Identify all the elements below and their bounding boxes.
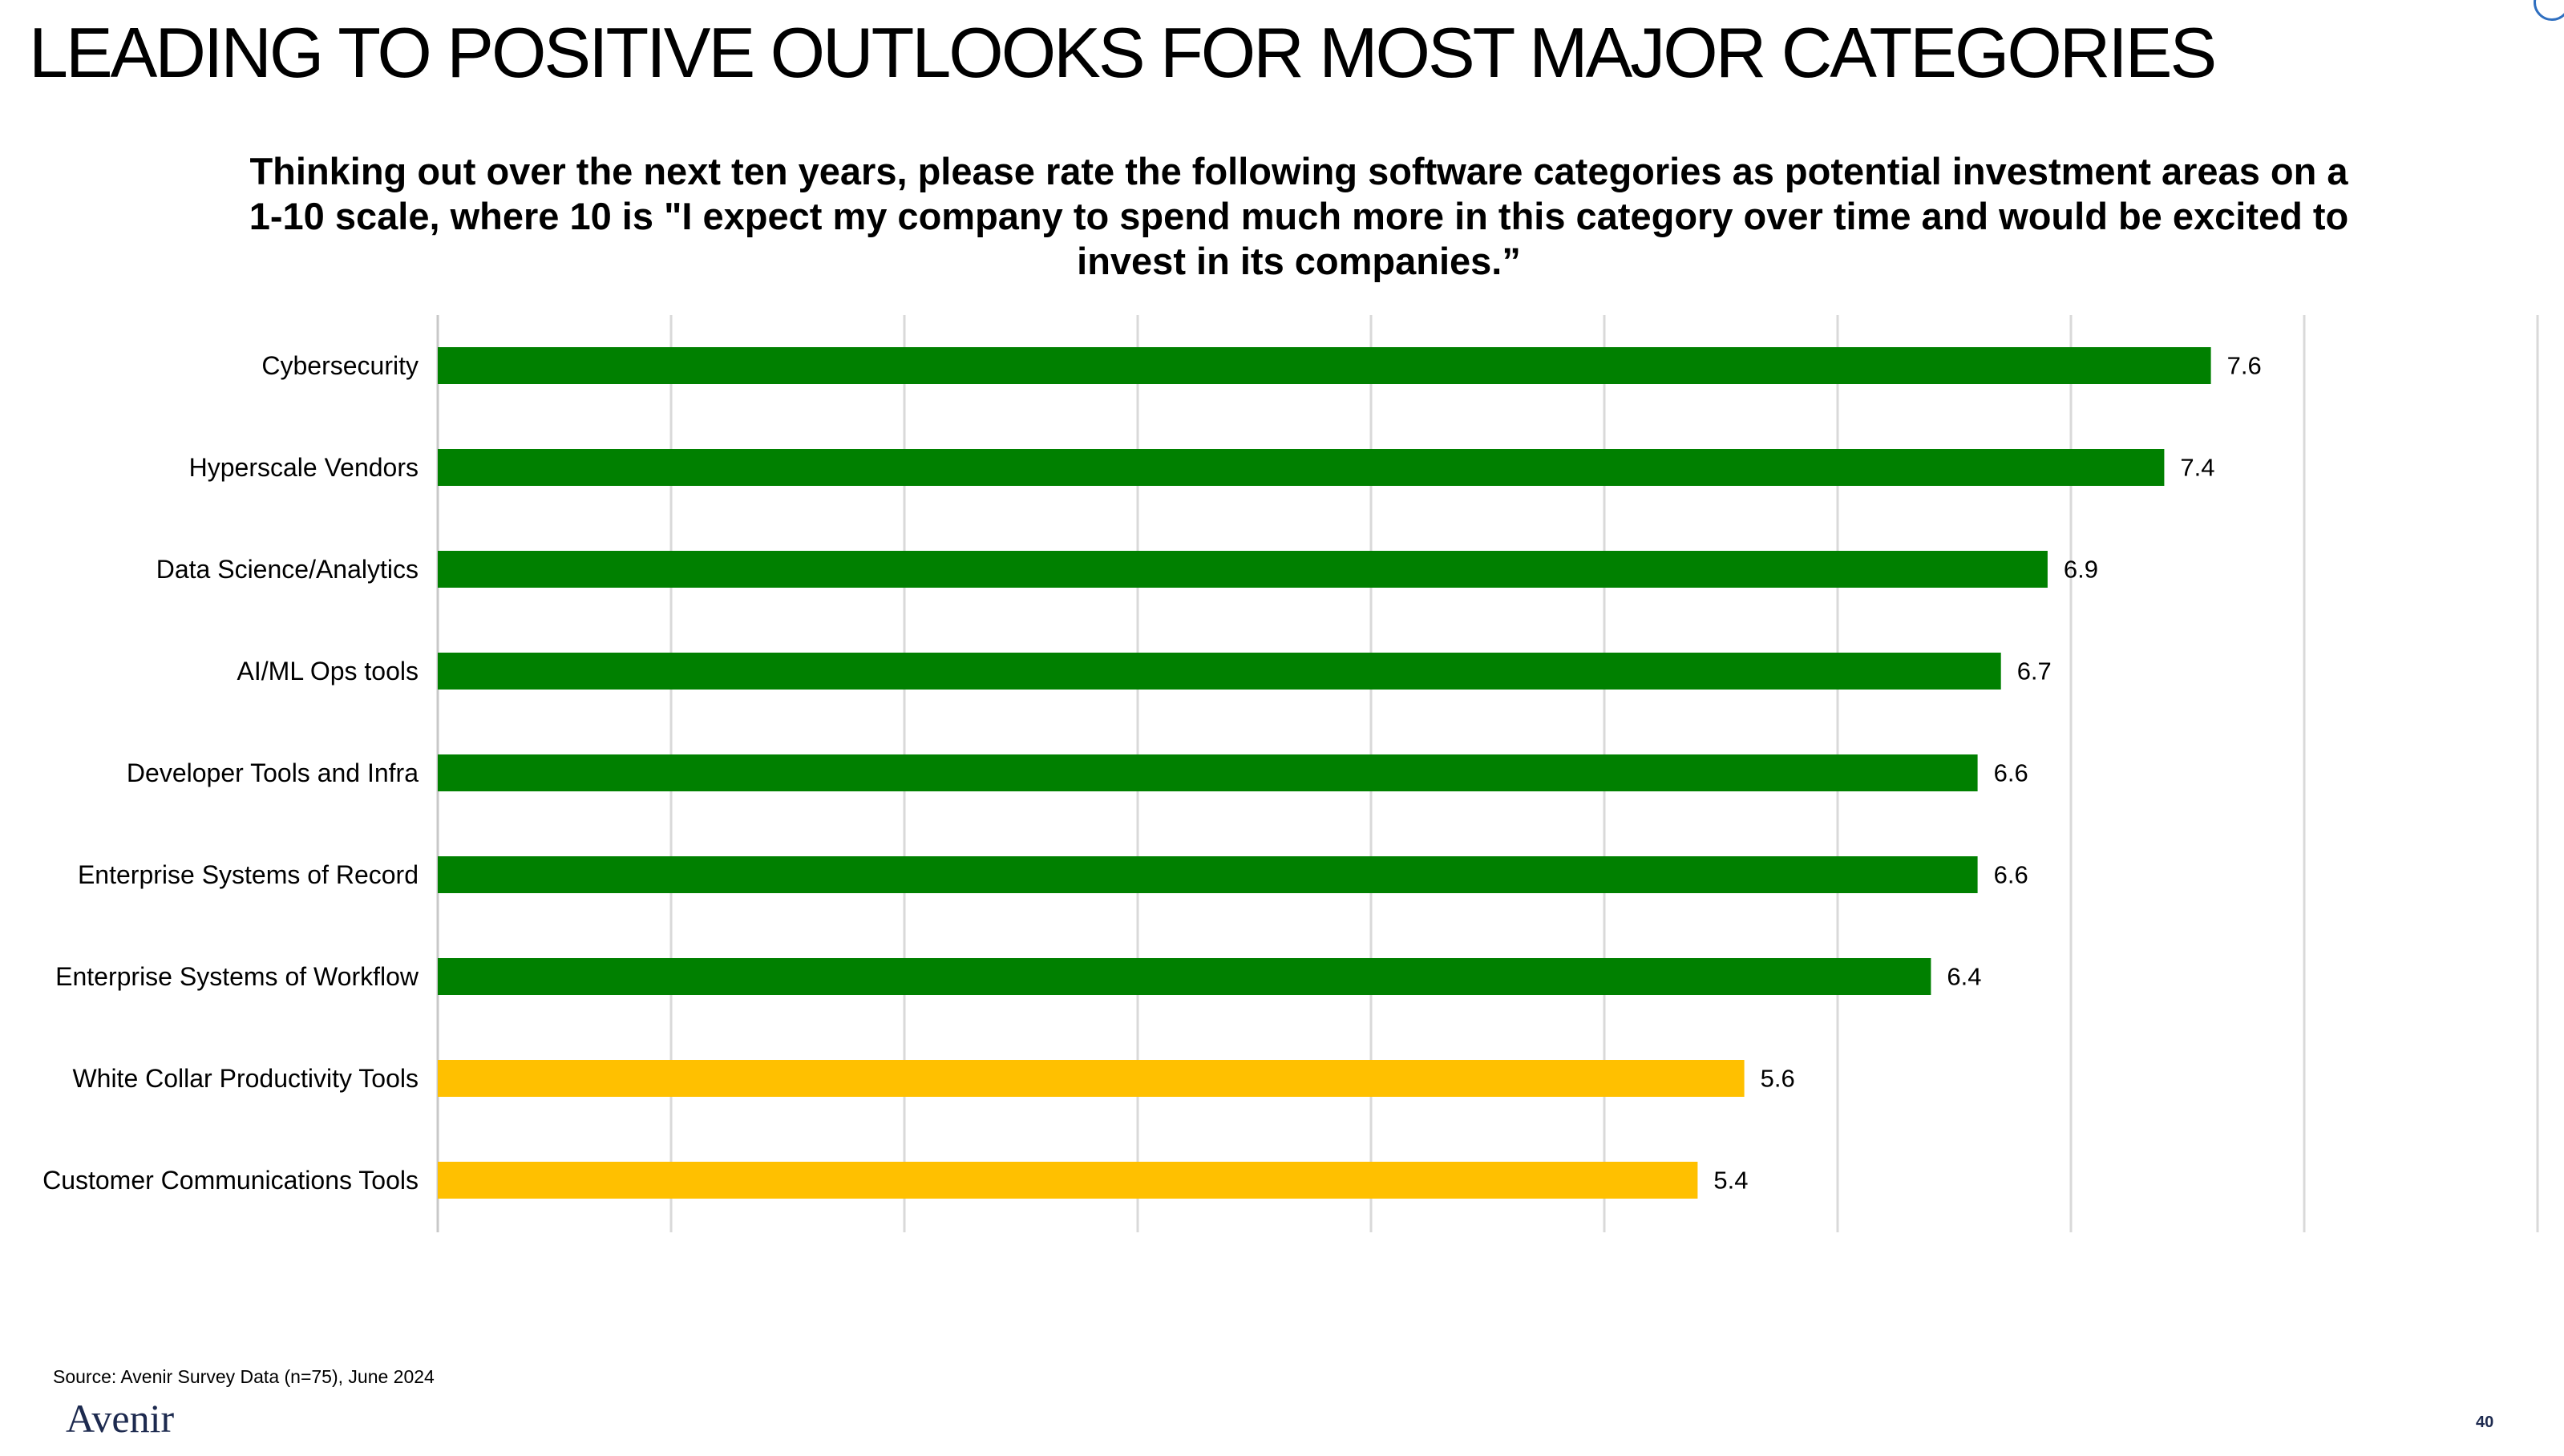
bar <box>438 551 2048 588</box>
bar <box>438 754 1978 791</box>
category-label: Enterprise Systems of Record <box>78 860 419 889</box>
category-label: Developer Tools and Infra <box>127 758 419 787</box>
bar <box>438 449 2165 486</box>
value-label: 6.9 <box>2064 556 2098 584</box>
category-labels: Cybersecurity Hyperscale Vendors Data Scie… <box>42 351 419 1195</box>
chart-title: Thinking out over the next ten years, pl… <box>249 150 2349 282</box>
page-number: 40 <box>2476 1414 2494 1431</box>
value-labels: 7.6 7.4 6.9 6.7 6.6 6.6 6.4 5.6 5.4 <box>1713 352 2261 1195</box>
value-label: 6.6 <box>1994 759 2028 787</box>
avenir-logo: Avenir <box>66 1396 175 1441</box>
slide-title: LEADING TO POSITIVE OUTLOOKS FOR MOST MA… <box>29 13 2217 92</box>
value-label: 5.4 <box>1713 1167 1748 1195</box>
bar <box>438 347 2211 384</box>
source-note: Source: Avenir Survey Data (n=75), June … <box>53 1366 435 1387</box>
value-label: 5.6 <box>1761 1065 1795 1093</box>
category-label: AI/ML Ops tools <box>237 657 419 686</box>
category-label: Data Science/Analytics <box>156 555 419 584</box>
value-label: 6.7 <box>2017 657 2052 686</box>
value-label: 6.6 <box>1994 861 2028 889</box>
value-label: 6.4 <box>1947 963 1981 991</box>
bar <box>438 958 1931 995</box>
bar <box>438 856 1978 893</box>
category-label: Cybersecurity <box>261 351 419 380</box>
category-label: Hyperscale Vendors <box>189 453 419 482</box>
bars <box>438 347 2211 1199</box>
bar <box>438 1162 1698 1199</box>
category-label: Enterprise Systems of Workflow <box>55 962 419 991</box>
value-label: 7.4 <box>2180 454 2214 482</box>
category-label: Customer Communications Tools <box>42 1166 419 1195</box>
value-label: 7.6 <box>2227 352 2262 380</box>
bar <box>438 1060 1745 1097</box>
category-label: White Collar Productivity Tools <box>72 1064 419 1093</box>
corner-badge-icon <box>2534 0 2564 21</box>
bar <box>438 653 2001 690</box>
